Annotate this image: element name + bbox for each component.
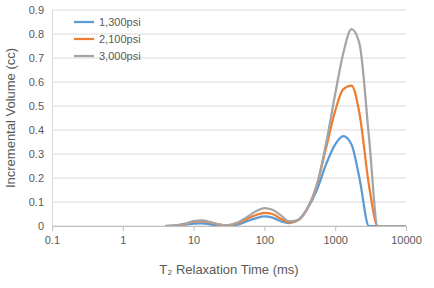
y-axis-line (52, 11, 53, 227)
x-tick-mark (406, 226, 407, 231)
y-tick-label: 0.7 (29, 52, 44, 64)
x-tick-label: 1 (120, 234, 126, 246)
y-tick: 0.9 (29, 4, 52, 16)
y-tick-label: 0.6 (29, 76, 44, 88)
y-tick: 0.2 (29, 172, 52, 184)
grid-line (52, 130, 406, 131)
y-tick: 0.6 (29, 76, 52, 88)
y-tick-label: 0.2 (29, 172, 44, 184)
series-line (165, 29, 406, 226)
legend-swatch (74, 21, 94, 23)
x-tick-label: 10 (188, 234, 200, 246)
legend-entry: 2,100psi (74, 33, 141, 45)
legend-label: 2,100psi (99, 33, 141, 45)
chart: 00.10.20.30.40.50.60.70.80.90.1110100100… (0, 0, 434, 288)
y-tick: 0.3 (29, 148, 52, 160)
x-tick: 1000 (323, 226, 347, 246)
y-tick: 0 (38, 220, 52, 232)
grid-line (52, 106, 406, 107)
legend-label: 1,300psi (99, 16, 141, 28)
y-tick-label: 0.9 (29, 4, 44, 16)
y-tick-label: 0.4 (29, 124, 44, 136)
grid-line (52, 154, 406, 155)
y-tick-label: 0.8 (29, 28, 44, 40)
grid-line (52, 10, 406, 11)
legend-label: 3,000psi (99, 50, 141, 62)
legend-entry: 1,300psi (74, 16, 141, 28)
y-tick: 0.4 (29, 124, 52, 136)
x-tick-mark (194, 226, 195, 231)
y-tick-label: 0.1 (29, 196, 44, 208)
grid-line (52, 202, 406, 203)
grid-line (52, 82, 406, 83)
y-tick: 0.7 (29, 52, 52, 64)
x-tick-mark (123, 226, 124, 231)
x-tick: 10 (188, 226, 200, 246)
x-tick: 100 (256, 226, 274, 246)
y-axis-title: Incremental Volume (cc) (3, 48, 18, 188)
legend-swatch (74, 38, 94, 40)
x-tick-label: 0.1 (45, 234, 60, 246)
x-tick: 10000 (391, 226, 422, 246)
x-axis: 0.1 1 10 100 1000 10000 (45, 226, 422, 246)
y-tick-label: 0.3 (29, 148, 44, 160)
grid (52, 10, 406, 226)
legend-swatch (74, 55, 94, 57)
y-tick-label: 0.5 (29, 100, 44, 112)
x-tick-mark (264, 226, 265, 231)
grid-line (52, 178, 406, 179)
legend: 1,300psi 2,100psi 3,000psi (74, 16, 141, 62)
y-tick: 0.5 (29, 100, 52, 112)
x-tick-label: 10000 (391, 234, 422, 246)
y-tick: 0.1 (29, 196, 52, 208)
x-tick: 0.1 (45, 226, 60, 246)
x-tick-label: 1000 (323, 234, 347, 246)
legend-entry: 3,000psi (74, 50, 141, 62)
x-axis-title: T₂ Relaxation Time (ms) (159, 262, 298, 277)
x-tick-mark (335, 226, 336, 231)
x-tick-mark (52, 226, 53, 231)
x-axis-line (53, 227, 407, 232)
y-tick: 0.8 (29, 28, 52, 40)
series-lines (165, 29, 406, 226)
plot: 00.10.20.30.40.50.60.70.80.90.1110100100… (29, 4, 422, 246)
y-tick-label: 0 (38, 220, 44, 232)
x-tick-label: 100 (256, 234, 274, 246)
x-tick: 1 (120, 226, 126, 246)
y-axis: 0 0.1 0.2 0.3 0.4 0.5 0.6 0.7 0.8 0.9 (29, 4, 53, 232)
